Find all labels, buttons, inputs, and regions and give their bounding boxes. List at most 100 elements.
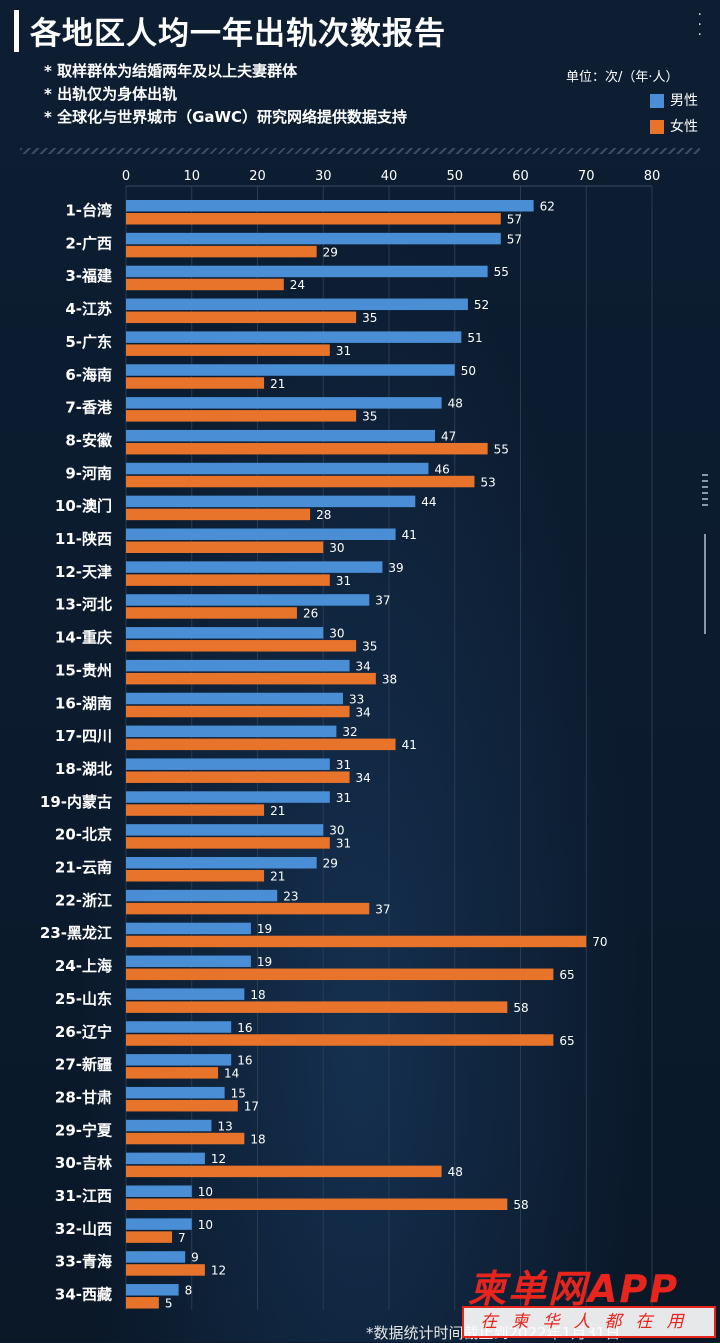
data-label: 41 [402,738,417,752]
legend-label-male: 男性 [670,93,698,109]
watermark: 柬单网APP 在柬华人都在用 [462,1258,716,1338]
notes-block: * 取样群体为结婚两年及以上夫妻群体 * 出轨仅为身体出轨 * 全球化与世界城市… [44,60,407,129]
bar-male [126,824,324,836]
data-label: 31 [336,791,351,805]
data-label: 5 [165,1297,173,1310]
bar-male [126,1218,192,1230]
bar-male [126,1284,179,1296]
note-line: * 出轨仅为身体出轨 [44,85,178,103]
x-tick-label: 70 [578,169,595,184]
bar-male [126,397,442,409]
data-label: 15 [231,1086,246,1100]
category-label: 11-陕西 [55,530,112,548]
bar-female [126,1132,245,1145]
data-label: 33 [349,692,364,706]
legend-item-male: 男性 [650,88,698,114]
data-label: 65 [559,968,574,982]
x-tick-label: 60 [512,169,529,184]
category-label: 18-湖北 [55,760,112,778]
category-label: 32-山西 [55,1220,112,1238]
watermark-logo-text: 柬单网APP [468,1267,680,1311]
data-label: 30 [329,824,344,838]
data-label: 12 [211,1152,226,1166]
bar-male [126,857,317,869]
category-label: 1-台湾 [65,202,112,220]
bar-female [126,640,357,652]
bar-female [126,377,265,389]
data-label: 55 [494,442,509,456]
data-label: 35 [362,410,377,424]
bar-female [126,870,265,882]
unit-label: 单位：次/（年·人） [566,70,679,85]
data-label: 30 [329,541,344,555]
data-label: 29 [323,857,338,871]
data-label: 18 [250,988,265,1002]
category-label: 4-江苏 [65,300,112,318]
bar-female [126,968,554,981]
data-label: 26 [303,607,318,621]
data-label: 21 [270,377,285,391]
category-label: 34-西藏 [55,1286,112,1304]
category-label: 33-青海 [55,1253,112,1271]
data-label: 16 [237,1054,252,1068]
data-label: 41 [402,528,417,542]
category-label: 21-云南 [55,859,112,877]
bar-female [126,705,350,718]
data-label: 34 [356,659,371,673]
more-options-icon[interactable]: · · · [697,7,702,43]
data-label: 47 [441,429,456,443]
bar-female [126,1034,554,1046]
bar-female [126,1231,173,1243]
data-label: 23 [283,889,298,903]
data-label: 7 [178,1231,186,1245]
x-tick-label: 40 [381,169,398,184]
bar-male [126,627,324,639]
bar-male [126,1021,232,1033]
category-label: 9-河南 [65,464,112,482]
category-label: 28-甘肃 [55,1088,112,1106]
bar-male [126,955,251,968]
data-label: 10 [198,1218,213,1232]
bar-male [126,791,330,803]
data-label: 65 [559,1034,574,1048]
data-label: 31 [336,837,351,851]
bar-female [126,278,284,291]
data-label: 35 [362,640,377,654]
data-label: 35 [362,311,377,325]
chart-title: 各地区人均一年出轨次数报告 [30,16,446,52]
bar-male [126,298,468,311]
category-label: 10-澳门 [55,497,112,515]
category-label: 23-黑龙江 [40,924,112,942]
data-label: 34 [356,771,371,785]
bar-female [126,1001,508,1013]
category-label: 13-河北 [55,596,112,614]
category-label: 20-北京 [55,826,112,844]
data-label: 19 [257,922,272,936]
bar-male [126,200,534,212]
bar-male [126,1185,192,1197]
x-tick-label: 30 [315,169,332,184]
bar-male [126,265,488,278]
bar-female [126,344,330,356]
legend-item-female: 女性 [650,114,698,140]
bar-male [126,594,370,606]
bar-male [126,889,278,902]
data-label: 48 [448,397,463,411]
bar-male [126,922,251,935]
x-tick-label: 0 [122,169,130,184]
bar-female [126,311,357,324]
data-label: 52 [474,298,489,312]
bar-female [126,1067,219,1079]
data-label: 46 [434,462,449,476]
bar-male [126,495,416,508]
bar-female [126,574,330,586]
note-line: * 取样群体为结婚两年及以上夫妻群体 [44,62,298,80]
category-label: 3-福建 [65,267,113,285]
data-label: 24 [290,278,305,292]
bar-female [126,935,587,948]
bar-male [126,429,436,442]
bar-female [126,213,501,225]
category-label: 15-贵州 [55,661,112,679]
category-label: 29-宁夏 [55,1121,113,1139]
